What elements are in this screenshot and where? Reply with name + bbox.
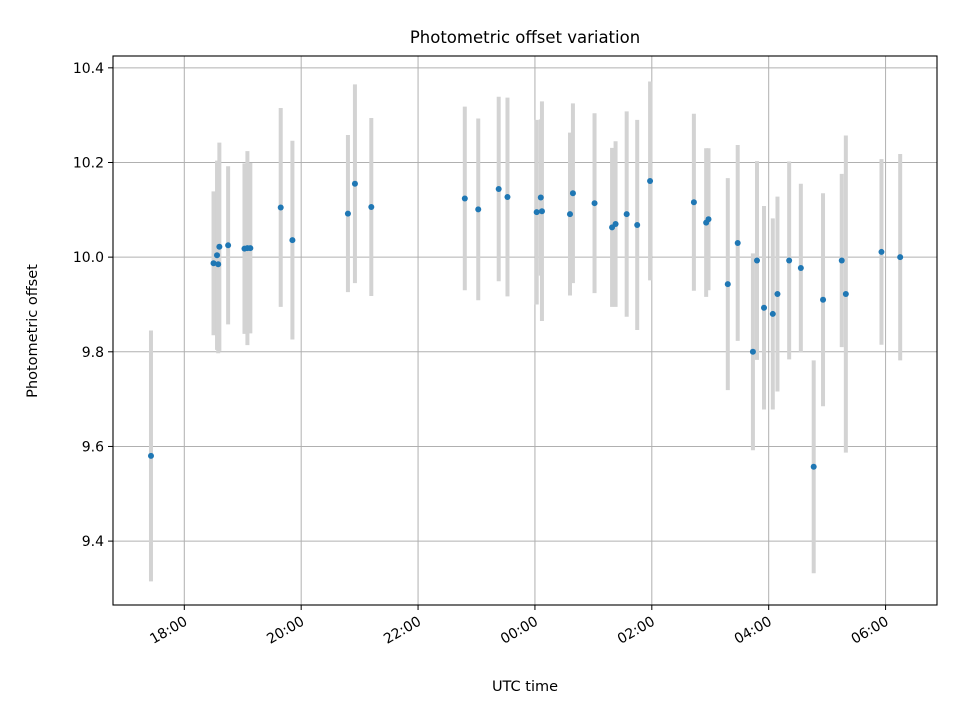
data-point: [289, 237, 296, 244]
data-point: [820, 296, 827, 303]
y-tick-label: 10.0: [73, 250, 104, 266]
data-point: [461, 195, 468, 202]
data-point: [623, 211, 630, 218]
data-point: [210, 260, 217, 267]
data-point: [647, 177, 654, 184]
data-point: [537, 194, 544, 201]
data-point: [247, 245, 254, 252]
y-tick-label: 9.8: [82, 345, 104, 361]
data-point: [786, 257, 793, 264]
data-point: [734, 239, 741, 246]
data-point: [569, 190, 576, 197]
y-tick-label: 9.6: [82, 439, 104, 455]
data-point: [538, 208, 545, 215]
data-point: [214, 252, 221, 259]
data-point: [797, 265, 804, 272]
data-point: [769, 310, 776, 317]
data-point: [842, 291, 849, 298]
y-tick-label: 10.4: [73, 61, 104, 77]
plot-frame: [112, 55, 938, 606]
data-point: [634, 221, 641, 228]
y-axis: 9.4 9.6 9.8 10.0 10.2 10.4: [73, 61, 113, 550]
data-point: [810, 463, 817, 470]
data-point: [591, 200, 598, 207]
data-points: [147, 177, 904, 470]
data-point: [225, 242, 232, 249]
y-tick-label: 10.2: [73, 155, 104, 171]
data-point: [724, 281, 731, 288]
data-point: [475, 206, 482, 213]
data-point: [612, 221, 619, 228]
x-axis-label: UTC time: [492, 679, 558, 695]
data-point: [533, 209, 540, 216]
data-point: [344, 210, 351, 217]
data-point: [838, 257, 845, 264]
data-point: [705, 216, 712, 223]
chart-title: Photometric offset variation: [410, 28, 640, 47]
data-point: [878, 248, 885, 255]
y-tick-label: 9.4: [82, 534, 104, 550]
data-point: [216, 243, 223, 250]
data-point: [761, 304, 768, 311]
data-point: [351, 180, 358, 187]
data-point: [147, 452, 154, 459]
data-point: [754, 257, 761, 264]
data-point: [504, 194, 511, 201]
data-point: [277, 204, 284, 211]
data-point: [690, 199, 697, 206]
data-point: [897, 254, 904, 261]
data-point: [495, 185, 502, 192]
y-axis-label: Photometric offset: [25, 264, 41, 398]
data-point: [566, 211, 573, 218]
data-point: [368, 203, 375, 210]
data-point: [749, 348, 756, 355]
data-point: [215, 261, 222, 268]
data-point: [774, 291, 781, 298]
